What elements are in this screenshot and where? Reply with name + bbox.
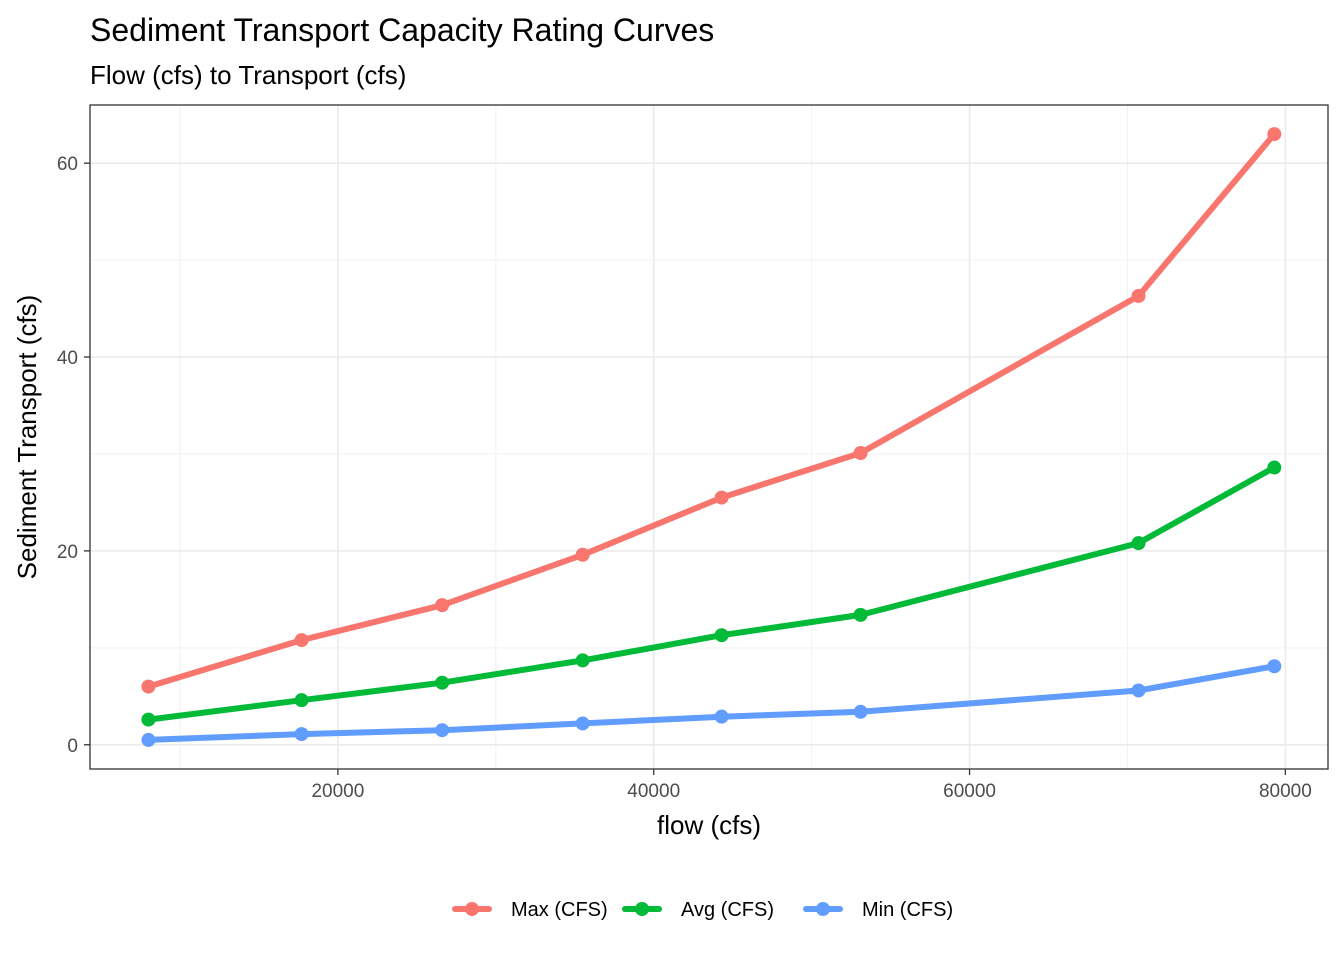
data-point bbox=[853, 445, 868, 460]
series-2 bbox=[141, 460, 1282, 727]
y-tick-label: 60 bbox=[57, 154, 78, 175]
data-point bbox=[1131, 683, 1146, 698]
data-point bbox=[141, 679, 156, 694]
data-point bbox=[853, 704, 868, 719]
legend-key-point bbox=[816, 902, 830, 916]
legend-label: Avg (CFS) bbox=[681, 899, 774, 921]
data-point bbox=[1267, 127, 1282, 142]
series-layer bbox=[141, 127, 1282, 747]
data-point bbox=[853, 607, 868, 622]
x-tick-label: 20000 bbox=[311, 781, 364, 802]
data-point bbox=[294, 693, 309, 708]
legend-key-point bbox=[635, 902, 649, 916]
legend-label: Min (CFS) bbox=[862, 899, 953, 921]
data-point bbox=[294, 727, 309, 742]
data-point bbox=[575, 547, 590, 562]
chart-title: Sediment Transport Capacity Rating Curve… bbox=[90, 12, 715, 48]
data-point bbox=[575, 653, 590, 668]
data-point bbox=[435, 723, 450, 738]
data-point bbox=[714, 628, 729, 643]
series-1 bbox=[141, 127, 1282, 694]
data-point bbox=[435, 675, 450, 690]
chart-subtitle: Flow (cfs) to Transport (cfs) bbox=[90, 60, 407, 90]
data-point bbox=[435, 598, 450, 613]
data-point bbox=[141, 732, 156, 747]
data-point bbox=[575, 716, 590, 731]
data-point bbox=[294, 633, 309, 648]
legend-key-point bbox=[465, 902, 479, 916]
data-point bbox=[1131, 536, 1146, 551]
data-point bbox=[714, 709, 729, 724]
legend-item: Max (CFS) bbox=[452, 899, 608, 921]
series-3 bbox=[141, 659, 1282, 747]
data-point bbox=[1267, 659, 1282, 674]
legend-item: Avg (CFS) bbox=[622, 899, 774, 921]
x-axis-title: flow (cfs) bbox=[657, 810, 761, 840]
x-tick-label: 80000 bbox=[1259, 781, 1312, 802]
legend-label: Max (CFS) bbox=[511, 899, 608, 921]
grid-lines bbox=[90, 105, 1328, 769]
y-tick-label: 20 bbox=[57, 542, 78, 563]
x-tick-label: 60000 bbox=[943, 781, 996, 802]
y-tick-label: 40 bbox=[57, 348, 78, 369]
legend-item: Min (CFS) bbox=[803, 899, 953, 921]
plot-panel bbox=[90, 105, 1328, 769]
data-point bbox=[1131, 288, 1146, 303]
series-line bbox=[145, 663, 1278, 743]
y-axis-title: Sediment Transport (cfs) bbox=[12, 295, 42, 580]
x-tick-label: 40000 bbox=[627, 781, 680, 802]
series-line bbox=[145, 131, 1278, 690]
plot-border bbox=[89, 104, 1329, 770]
axis-ticks: 20000 40000 60000 80000 0 20 40 60 bbox=[57, 154, 1312, 802]
series-line bbox=[145, 464, 1278, 723]
data-point bbox=[141, 712, 156, 727]
data-point bbox=[1267, 460, 1282, 475]
y-tick-label: 0 bbox=[67, 736, 78, 757]
legend: Max (CFS) Avg (CFS) Min (CFS) bbox=[452, 899, 953, 921]
data-point bbox=[714, 490, 729, 505]
